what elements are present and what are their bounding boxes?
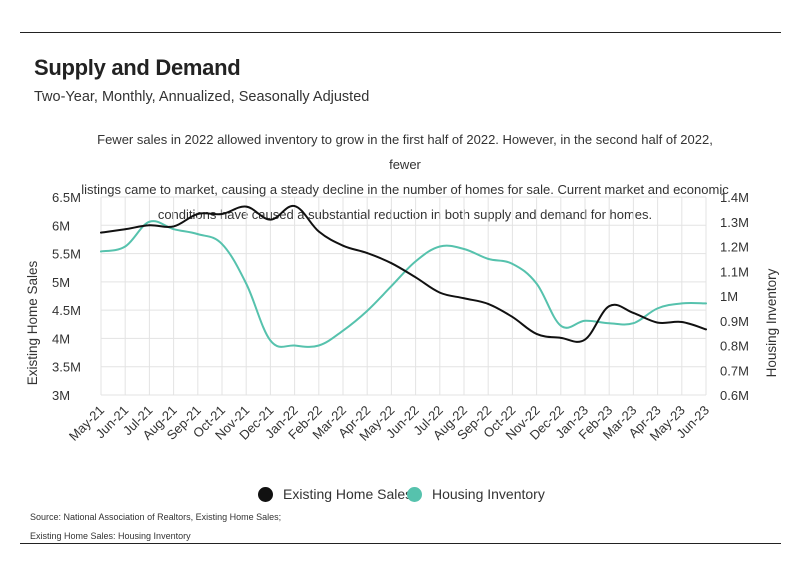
data-point-housing-inventory — [680, 302, 683, 305]
data-point-housing-inventory — [172, 228, 175, 231]
left-axis-ticks: 3M 3.5M 4M 4.5M 5M 5.5M 6M 6.5M — [52, 190, 81, 403]
series-line-existing-home-sales — [100, 205, 707, 343]
description-line: conditions have caused a substantial red… — [157, 207, 653, 222]
data-point-existing-home-sales — [366, 252, 369, 254]
legend-item-existing-home-sales[interactable]: Existing Home Sales — [258, 486, 412, 502]
x-axis-ticks: May-21Jun-21Jul-21Aug-21Sep-21Oct-21Nov-… — [66, 403, 712, 444]
legend-item-housing-inventory[interactable]: Housing Inventory — [407, 486, 545, 502]
data-point-housing-inventory — [414, 260, 417, 263]
chart-description: Fewer sales in 2022 allowed inventory to… — [80, 127, 730, 227]
series-layer — [100, 205, 707, 348]
y-left-tick-label: 6.5M — [52, 190, 81, 205]
y-right-tick-label: 1M — [720, 289, 738, 304]
data-point-housing-inventory — [196, 233, 199, 236]
data-point-housing-inventory — [317, 344, 320, 347]
y-right-tick-label: 0.8M — [720, 339, 749, 354]
data-point-housing-inventory — [705, 302, 707, 305]
data-point-existing-home-sales — [148, 224, 151, 227]
data-point-existing-home-sales — [632, 312, 635, 314]
data-point-housing-inventory — [559, 324, 562, 327]
data-point-existing-home-sales — [511, 316, 514, 318]
data-point-existing-home-sales — [317, 230, 320, 233]
data-point-existing-home-sales — [293, 205, 296, 207]
right-axis-ticks: 0.6M 0.7M 0.8M 0.9M 1M 1.1M 1.2M 1.3M 1.4M — [720, 190, 749, 403]
data-point-existing-home-sales — [390, 262, 393, 265]
y-right-tick-label: 1.1M — [720, 264, 749, 279]
data-point-existing-home-sales — [269, 218, 272, 221]
y-left-tick-label: 5M — [52, 275, 70, 290]
y-left-tick-label: 6M — [52, 218, 70, 233]
grid — [100, 196, 707, 396]
data-point-existing-home-sales — [535, 333, 538, 335]
data-point-housing-inventory — [656, 307, 659, 310]
source-line-2: Existing Home Sales: Housing Inventory — [30, 531, 191, 541]
data-point-housing-inventory — [608, 322, 611, 325]
top-rule — [20, 32, 781, 33]
y-right-tick-label: 0.9M — [720, 314, 749, 329]
legend: Existing Home Sales Housing Inventory — [0, 486, 801, 506]
y-right-tick-label: 1.2M — [720, 240, 749, 255]
data-point-housing-inventory — [632, 322, 635, 325]
legend-swatch-teal — [407, 486, 422, 502]
data-point-housing-inventory — [511, 262, 514, 265]
data-point-housing-inventory — [366, 309, 369, 312]
y-right-tick-label: 1.4M — [720, 190, 749, 205]
data-point-existing-home-sales — [584, 338, 586, 341]
y-left-tick-label: 3.5M — [52, 360, 81, 375]
y-left-tick-label: 5.5M — [52, 247, 81, 262]
data-point-existing-home-sales — [221, 213, 223, 215]
data-point-existing-home-sales — [342, 244, 344, 247]
data-point-housing-inventory — [221, 243, 223, 245]
data-point-housing-inventory — [293, 344, 296, 347]
y-left-tick-label: 4.5M — [52, 303, 81, 318]
data-point-existing-home-sales — [705, 328, 707, 331]
y-right-tick-label: 0.7M — [720, 363, 749, 378]
data-point-housing-inventory — [487, 257, 490, 260]
y-axis-left-title: Existing Home Sales — [25, 260, 40, 385]
y-left-tick-label: 4M — [52, 331, 70, 346]
legend-label: Housing Inventory — [432, 486, 545, 502]
data-point-existing-home-sales — [463, 297, 465, 300]
data-point-housing-inventory — [584, 319, 586, 322]
source-line-1: Source: National Association of Realtors… — [30, 512, 282, 522]
data-point-housing-inventory — [438, 245, 441, 248]
data-point-existing-home-sales — [487, 303, 490, 305]
data-point-existing-home-sales — [608, 305, 611, 308]
legend-label: Existing Home Sales — [283, 486, 413, 502]
data-point-housing-inventory — [148, 220, 151, 223]
data-point-existing-home-sales — [559, 336, 562, 339]
y-right-tick-label: 0.6M — [720, 388, 749, 403]
description-line: Fewer sales in 2022 allowed inventory to… — [97, 132, 713, 172]
y-axis-right-title: Housing Inventory — [764, 268, 779, 377]
data-point-existing-home-sales — [172, 225, 175, 228]
description-line: listings came to market, causing a stead… — [81, 182, 729, 197]
data-point-existing-home-sales — [245, 205, 248, 208]
series-line-housing-inventory — [100, 220, 707, 348]
data-point-housing-inventory — [100, 250, 102, 253]
data-point-housing-inventory — [269, 339, 272, 342]
data-point-existing-home-sales — [438, 291, 441, 294]
data-point-housing-inventory — [535, 282, 538, 285]
data-point-existing-home-sales — [680, 321, 683, 323]
data-point-existing-home-sales — [100, 231, 102, 234]
data-point-housing-inventory — [463, 248, 465, 250]
bottom-rule — [20, 543, 781, 544]
data-point-housing-inventory — [124, 245, 127, 248]
y-right-tick-label: 1.3M — [720, 215, 749, 230]
chart-subtitle: Two-Year, Monthly, Annualized, Seasonall… — [34, 89, 370, 105]
chart-title: Supply and Demand — [34, 55, 241, 80]
data-point-existing-home-sales — [414, 276, 417, 279]
data-point-existing-home-sales — [656, 321, 659, 324]
legend-swatch-black — [258, 486, 273, 502]
data-point-existing-home-sales — [124, 228, 127, 231]
data-point-housing-inventory — [245, 282, 248, 285]
data-point-housing-inventory — [342, 329, 344, 332]
y-left-tick-label: 3M — [52, 388, 70, 403]
data-point-housing-inventory — [390, 285, 393, 287]
data-point-existing-home-sales — [196, 213, 199, 215]
